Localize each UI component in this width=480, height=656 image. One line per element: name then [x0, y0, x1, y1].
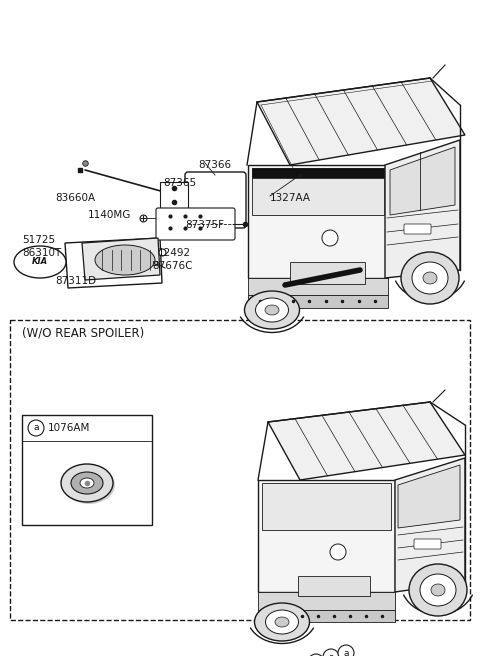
Polygon shape [248, 278, 388, 295]
Ellipse shape [255, 298, 288, 322]
FancyBboxPatch shape [22, 415, 152, 525]
Ellipse shape [254, 603, 310, 641]
Text: a: a [33, 424, 39, 432]
Bar [290, 262, 365, 284]
Text: 87366: 87366 [198, 160, 231, 170]
Polygon shape [258, 610, 395, 622]
Bar [298, 576, 370, 596]
Text: a: a [343, 649, 349, 656]
FancyBboxPatch shape [185, 172, 246, 228]
Text: 86310T: 86310T [22, 248, 61, 258]
Ellipse shape [412, 262, 448, 294]
Polygon shape [390, 147, 455, 215]
Polygon shape [252, 168, 384, 178]
Circle shape [28, 420, 44, 436]
Text: 87365: 87365 [163, 178, 196, 188]
Text: 87375F: 87375F [185, 220, 224, 230]
Ellipse shape [95, 245, 155, 275]
Text: a: a [328, 653, 334, 656]
Ellipse shape [63, 466, 115, 504]
Text: 12492: 12492 [158, 248, 191, 258]
Text: 1327AA: 1327AA [270, 193, 311, 203]
Ellipse shape [420, 574, 456, 606]
Text: 51725: 51725 [22, 235, 55, 245]
Polygon shape [257, 78, 465, 165]
Ellipse shape [244, 291, 300, 329]
Polygon shape [65, 238, 162, 288]
Ellipse shape [61, 464, 113, 502]
Ellipse shape [423, 272, 437, 284]
Polygon shape [268, 402, 465, 480]
Ellipse shape [14, 246, 66, 278]
Circle shape [338, 645, 354, 656]
Circle shape [330, 544, 346, 560]
Text: 87676C: 87676C [152, 261, 192, 271]
Polygon shape [248, 165, 388, 278]
Polygon shape [395, 458, 465, 592]
FancyBboxPatch shape [156, 208, 235, 240]
Polygon shape [248, 295, 388, 308]
Polygon shape [398, 465, 460, 528]
Ellipse shape [71, 472, 103, 494]
Polygon shape [82, 238, 160, 280]
Text: 1140MG: 1140MG [88, 210, 132, 220]
FancyBboxPatch shape [169, 190, 201, 201]
Text: 83660A: 83660A [55, 193, 95, 203]
Ellipse shape [265, 305, 279, 315]
Polygon shape [258, 592, 395, 610]
Polygon shape [262, 483, 391, 530]
Text: 87311D: 87311D [55, 276, 96, 286]
Ellipse shape [275, 617, 289, 627]
Text: 1076AM: 1076AM [48, 423, 90, 433]
FancyBboxPatch shape [10, 320, 470, 620]
Circle shape [308, 654, 324, 656]
Text: (W/O REAR SPOILER): (W/O REAR SPOILER) [22, 327, 144, 340]
Circle shape [323, 649, 339, 656]
Ellipse shape [80, 478, 94, 488]
Text: KIA: KIA [32, 258, 48, 266]
FancyBboxPatch shape [404, 224, 431, 234]
Polygon shape [252, 168, 384, 215]
FancyBboxPatch shape [414, 539, 441, 549]
Ellipse shape [409, 564, 467, 616]
Polygon shape [258, 480, 395, 592]
Circle shape [322, 230, 338, 246]
Ellipse shape [265, 610, 299, 634]
Polygon shape [385, 140, 460, 278]
Polygon shape [160, 182, 188, 210]
Ellipse shape [431, 584, 445, 596]
Ellipse shape [401, 252, 459, 304]
